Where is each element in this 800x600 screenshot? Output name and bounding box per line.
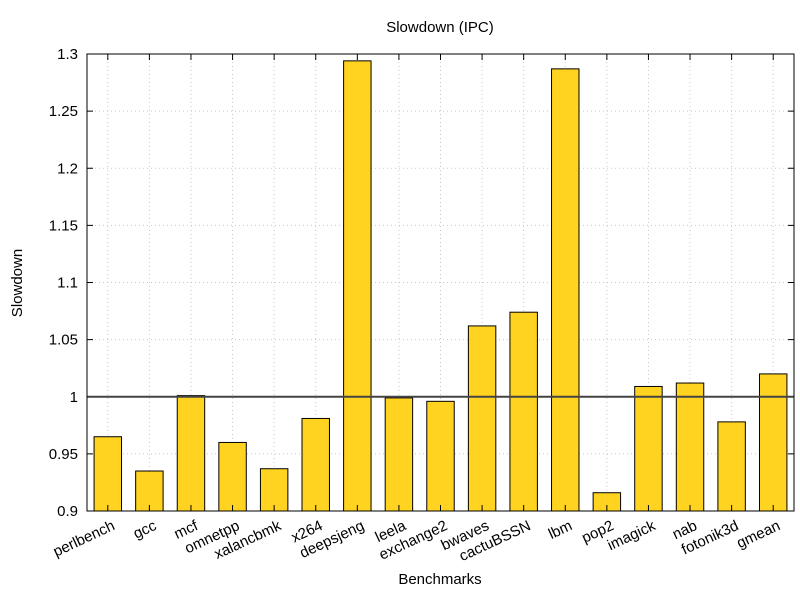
bar-deepsjeng [343, 60, 372, 512]
bar-perlbench [93, 436, 123, 512]
chart-title: Slowdown (IPC) [386, 19, 494, 36]
x-tick-label: gcc [131, 517, 160, 542]
y-tick-label: 1.3 [57, 46, 78, 63]
y-axis-label: Slowdown [9, 249, 26, 317]
bar-bwaves [467, 325, 497, 512]
bar-leela [384, 397, 414, 512]
bar-fotonik3d [717, 421, 746, 512]
x-tick-label: perlbench [51, 517, 118, 560]
x-tick-label: imagick [605, 517, 659, 554]
bar-xalancbmk [259, 468, 289, 512]
y-tick-label: 1.15 [49, 217, 78, 234]
y-tick-label: 1 [70, 389, 78, 406]
bars [93, 60, 788, 512]
y-tick-label: 1.1 [57, 275, 78, 292]
y-tick-label: 1.05 [49, 332, 78, 349]
bar-x264 [301, 417, 330, 512]
y-tick-label: 1.25 [49, 103, 78, 120]
y-tick-label: 1.2 [57, 160, 78, 177]
bar-omnetpp [218, 441, 247, 512]
x-tick-label: gmean [734, 517, 783, 552]
y-tick-label: 0.95 [49, 446, 78, 463]
x-axis-label: Benchmarks [398, 571, 481, 588]
bar-nab [675, 382, 705, 512]
bar-cactuBSSN [509, 311, 538, 512]
bar-imagick [634, 385, 663, 512]
bar-mcf [176, 395, 206, 512]
x-tick-label: lbm [546, 517, 575, 543]
y-tick-label: 0.9 [57, 503, 78, 520]
bar-gmean [758, 373, 788, 512]
bar-lbm [551, 68, 580, 512]
bar-gcc [135, 470, 164, 512]
bar-exchange2 [426, 400, 455, 512]
y-axis-ticks: 0.9 0.95 1 1.05 1.1 1.15 1.2 1.25 1.3 [49, 46, 794, 520]
